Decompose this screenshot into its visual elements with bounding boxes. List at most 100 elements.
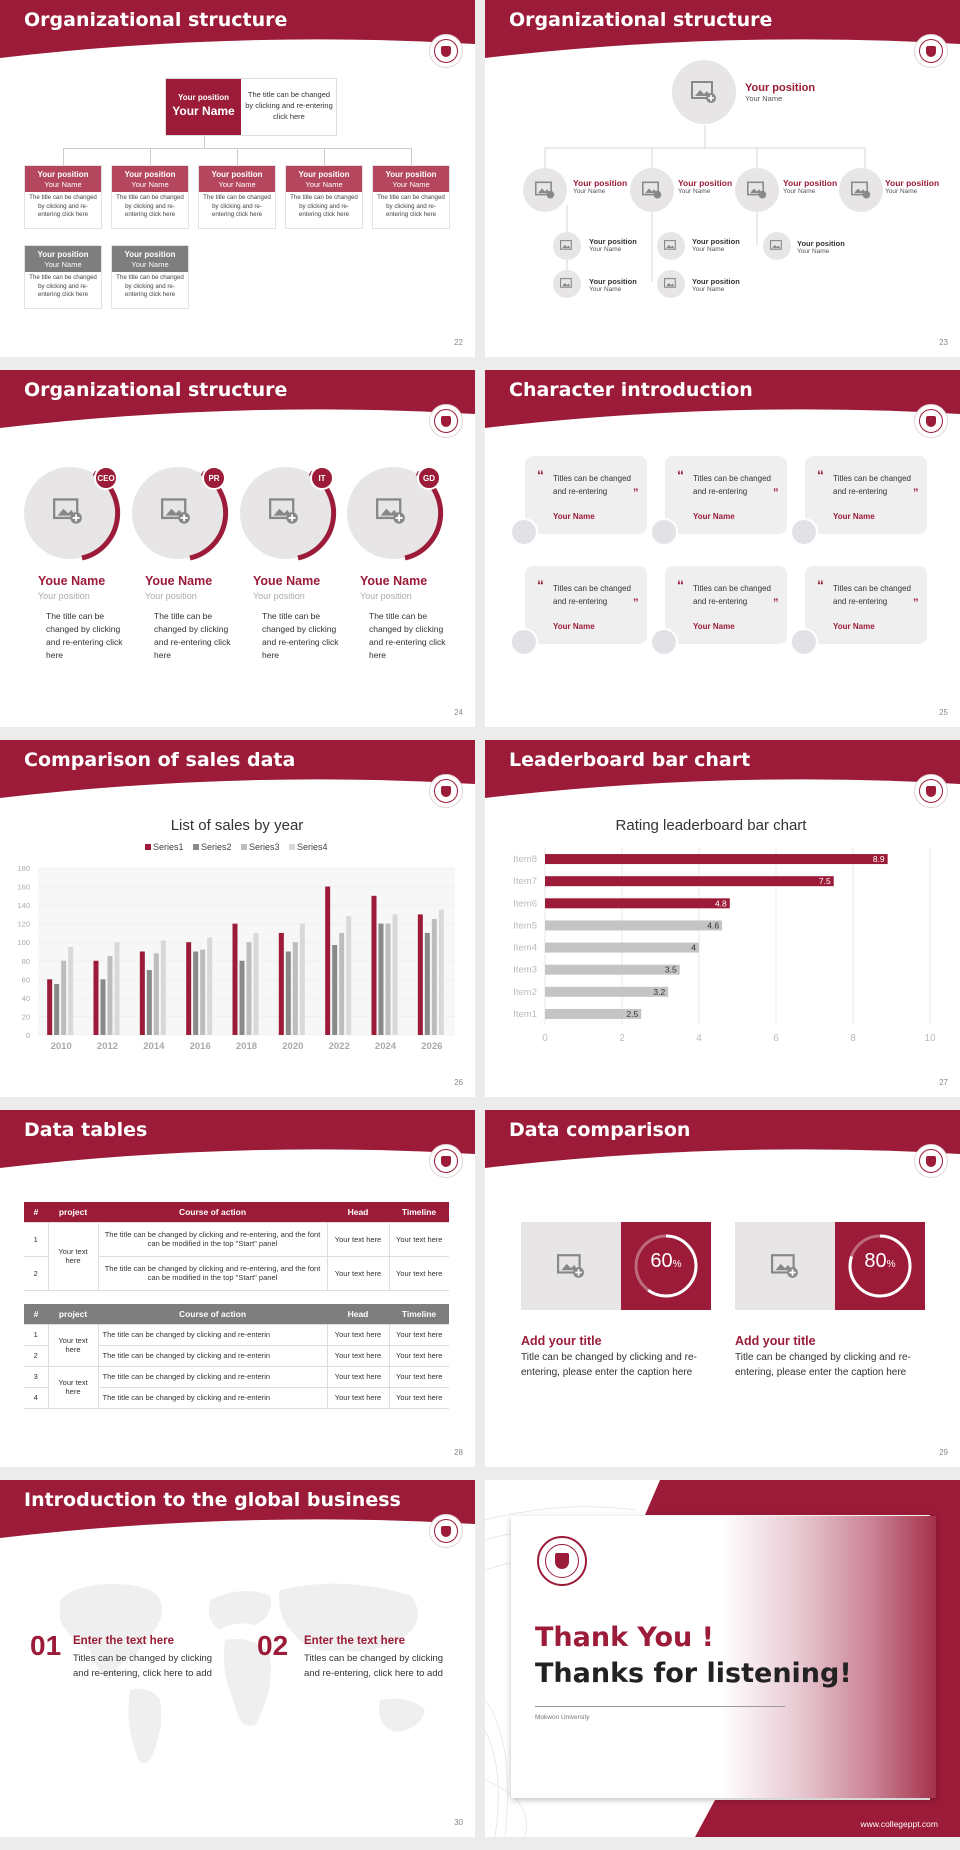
slide-title: Organizational structure <box>24 379 288 401</box>
quote-open-icon: “ <box>677 467 684 483</box>
y-tick-label: 180 <box>17 864 30 873</box>
bar <box>545 898 730 909</box>
data-label: 4.6 <box>707 920 719 930</box>
y-tick-label: Item8 <box>513 854 537 865</box>
bar-series2 <box>285 951 291 1035</box>
quote-open-icon: “ <box>537 467 544 483</box>
x-tick-label: 4 <box>696 1033 702 1044</box>
image-icon <box>376 498 405 524</box>
avatar <box>790 628 818 656</box>
avatar-placeholder <box>763 232 791 260</box>
bar-series3 <box>292 942 298 1035</box>
image-icon <box>535 181 555 199</box>
page-number: 24 <box>454 708 463 717</box>
percent-unit: % <box>672 1259 682 1270</box>
legend-label: Series4 <box>297 842 328 852</box>
slide-title: Organizational structure <box>24 9 288 31</box>
bar-series1 <box>325 886 331 1035</box>
header-band <box>485 740 960 798</box>
bar-series3 <box>107 956 113 1035</box>
x-tick-label: 2014 <box>143 1041 165 1052</box>
legend-label: Series2 <box>201 842 232 852</box>
person-name: Youe Name <box>360 574 428 588</box>
item-text: Titles can be changed by clicking and re… <box>304 1653 444 1679</box>
sales-bar-chart: List of sales by year Series1 Series2 Serie… <box>17 817 455 1052</box>
bar-series3 <box>246 942 252 1035</box>
slide-27: Leaderboard bar chart Rating leaderboard… <box>485 740 960 1097</box>
image-icon <box>664 240 676 250</box>
y-tick-label: 160 <box>17 883 30 892</box>
y-tick-label: Item1 <box>513 1009 537 1020</box>
slide-thank-you: Thank You ! Thanks for listening! Mokwon… <box>485 1480 960 1837</box>
legend-label: Series3 <box>249 842 280 852</box>
bar-series4 <box>438 909 444 1035</box>
bar-series4 <box>114 942 120 1035</box>
progress-ring <box>634 1234 698 1298</box>
world-map <box>60 1583 425 1764</box>
percent-unit: % <box>886 1259 896 1270</box>
university-logo <box>429 34 463 68</box>
bar-series3 <box>339 932 345 1035</box>
y-tick-label: 20 <box>22 1012 30 1021</box>
person-name: Youe Name <box>38 574 106 588</box>
header-band <box>485 1110 960 1168</box>
quote-card: “Titles can be changed and re-entering” Y… <box>525 456 647 534</box>
legend-label: Series1 <box>153 842 184 852</box>
slide-title: Data comparison <box>509 1119 691 1141</box>
page-number: 26 <box>454 1078 463 1087</box>
slide-30: Introduction to the global business 01 E… <box>0 1480 475 1837</box>
bar <box>545 986 669 997</box>
bar-series1 <box>47 979 53 1035</box>
university-name: Mokwon University <box>535 1714 590 1721</box>
bar-series1 <box>278 932 284 1035</box>
page-number: 30 <box>454 1818 463 1827</box>
quote-close-icon: ” <box>773 597 779 609</box>
avatar <box>650 518 678 546</box>
image-icon <box>269 498 298 524</box>
org-node: Your position Your Name The title can be c… <box>372 165 450 229</box>
avatar-placeholder <box>657 232 685 260</box>
data-table-2: # project Course of action Head Timeline 1 Yo… <box>24 1304 449 1409</box>
slide-title: Data tables <box>24 1119 148 1141</box>
x-tick-label: 2022 <box>329 1041 350 1052</box>
x-tick-label: 6 <box>773 1033 779 1044</box>
bar-series4 <box>207 937 213 1035</box>
slide-title: Comparison of sales data <box>24 749 296 771</box>
data-label: 4.8 <box>715 898 727 908</box>
quote-card: “Titles can be changed and re-entering” Y… <box>665 566 787 644</box>
slide-29: Data comparison 60% Add your title Title… <box>485 1110 960 1467</box>
slide-title: Organizational structure <box>509 9 773 31</box>
quote-open-icon: “ <box>537 577 544 593</box>
bar-series3 <box>153 953 159 1035</box>
role-badge: CEO <box>94 466 118 490</box>
avatar-placeholder <box>735 168 779 212</box>
bar-series4 <box>346 916 352 1035</box>
percent-panel: 60% <box>621 1222 711 1310</box>
org-node: Your position Your Name The title can be c… <box>198 165 276 229</box>
bar-series2 <box>193 951 199 1035</box>
x-tick-label: 2 <box>619 1033 625 1044</box>
bar <box>545 1008 642 1019</box>
x-tick-label: 8 <box>850 1033 856 1044</box>
image-icon <box>851 181 871 199</box>
person-text: The title can be changed by clicking and… <box>369 611 446 660</box>
slide-25: Character introduction “Titles can be ch… <box>485 370 960 727</box>
slide-title: Introduction to the global business <box>24 1489 401 1511</box>
slide-title: Leaderboard bar chart <box>509 749 751 771</box>
item-heading: Enter the text here <box>73 1635 174 1647</box>
quote-card: “Titles can be changed and re-entering” Y… <box>805 566 927 644</box>
data-label: 2.5 <box>626 1009 638 1019</box>
university-logo <box>429 1144 463 1178</box>
bar <box>545 876 834 887</box>
person-name: Youe Name <box>253 574 321 588</box>
leaderboard-bar-chart: Rating leaderboard bar chart 0 2 4 6 8 10 Item8… <box>513 817 936 1044</box>
slide-26: Comparison of sales data List of sales b… <box>0 740 475 1097</box>
item-number: 02 <box>257 1630 289 1661</box>
bar-series3 <box>431 919 437 1035</box>
legend-swatch <box>289 844 295 850</box>
avatar-placeholder <box>839 168 883 212</box>
percent-value: 60 <box>650 1250 673 1272</box>
slide-24: Organizational structure CEO Youe Name Y… <box>0 370 475 727</box>
chart-title: List of sales by year <box>171 817 304 834</box>
ring-fill <box>848 1234 912 1298</box>
